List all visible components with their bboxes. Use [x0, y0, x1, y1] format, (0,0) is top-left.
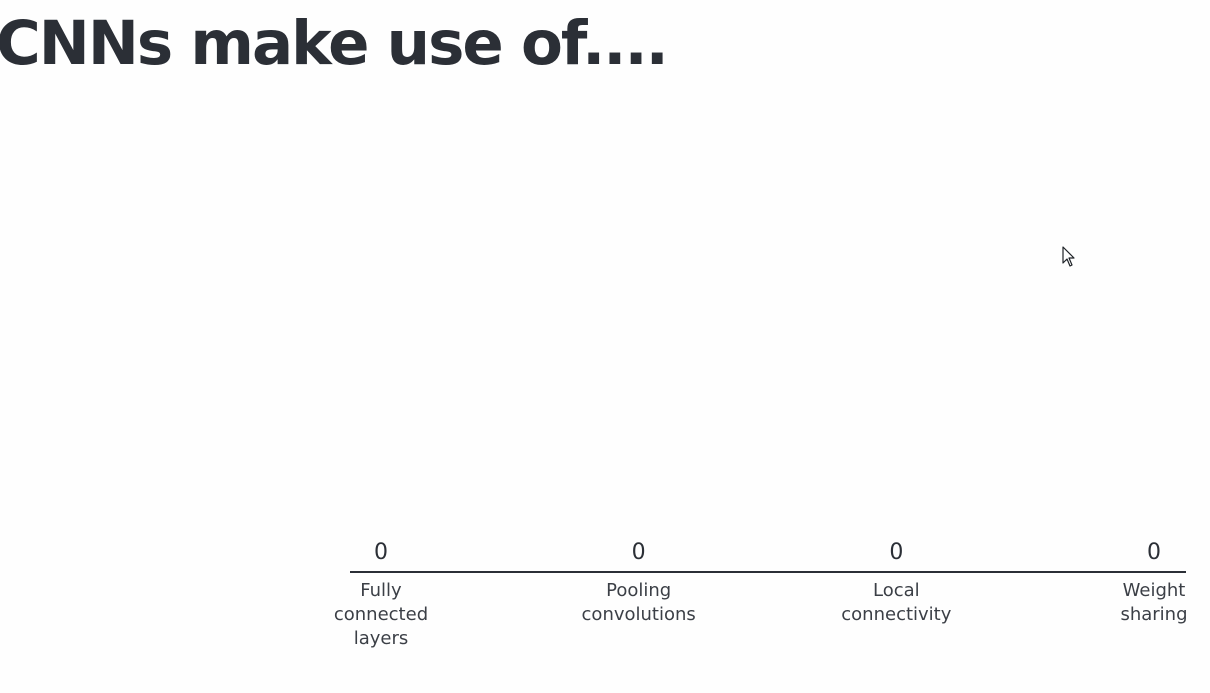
category-label-line: convolutions — [582, 604, 696, 625]
category-label-line: Fully — [360, 580, 402, 601]
category-label-line: layers — [354, 628, 409, 649]
category-label-1: Pooling convolutions — [582, 580, 696, 625]
category-label-line: sharing — [1120, 604, 1187, 625]
category-label-line: connected — [334, 604, 428, 625]
value-label-2: 0 — [889, 540, 903, 565]
category-label-line: Pooling — [606, 580, 671, 601]
category-label-2: Local connectivity — [841, 580, 951, 625]
category-label-line: Local — [873, 580, 920, 601]
value-label-0: 0 — [374, 540, 388, 565]
category-label-line: connectivity — [841, 604, 951, 625]
mouse-pointer-icon — [1062, 246, 1075, 267]
slide-title: CNNs make use of.... — [0, 8, 669, 79]
category-label-3: Weight sharing — [1120, 580, 1187, 625]
value-label-1: 0 — [632, 540, 646, 565]
value-label-3: 0 — [1147, 540, 1161, 565]
category-label-line: Weight — [1123, 580, 1186, 601]
category-label-0: Fully connected layers — [334, 580, 428, 649]
